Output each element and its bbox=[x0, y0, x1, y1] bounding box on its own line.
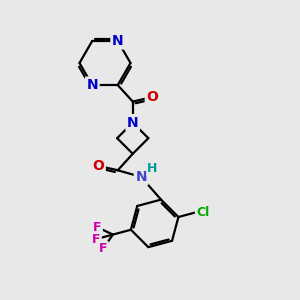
Text: N: N bbox=[112, 34, 124, 48]
Text: N: N bbox=[86, 78, 98, 92]
Text: O: O bbox=[92, 159, 104, 173]
Text: O: O bbox=[146, 90, 158, 104]
Text: Cl: Cl bbox=[196, 206, 210, 219]
Text: F: F bbox=[99, 242, 107, 255]
Text: H: H bbox=[147, 162, 158, 175]
Text: N: N bbox=[127, 116, 139, 130]
Text: F: F bbox=[93, 221, 101, 234]
Text: F: F bbox=[92, 232, 100, 246]
Text: N: N bbox=[135, 170, 147, 184]
